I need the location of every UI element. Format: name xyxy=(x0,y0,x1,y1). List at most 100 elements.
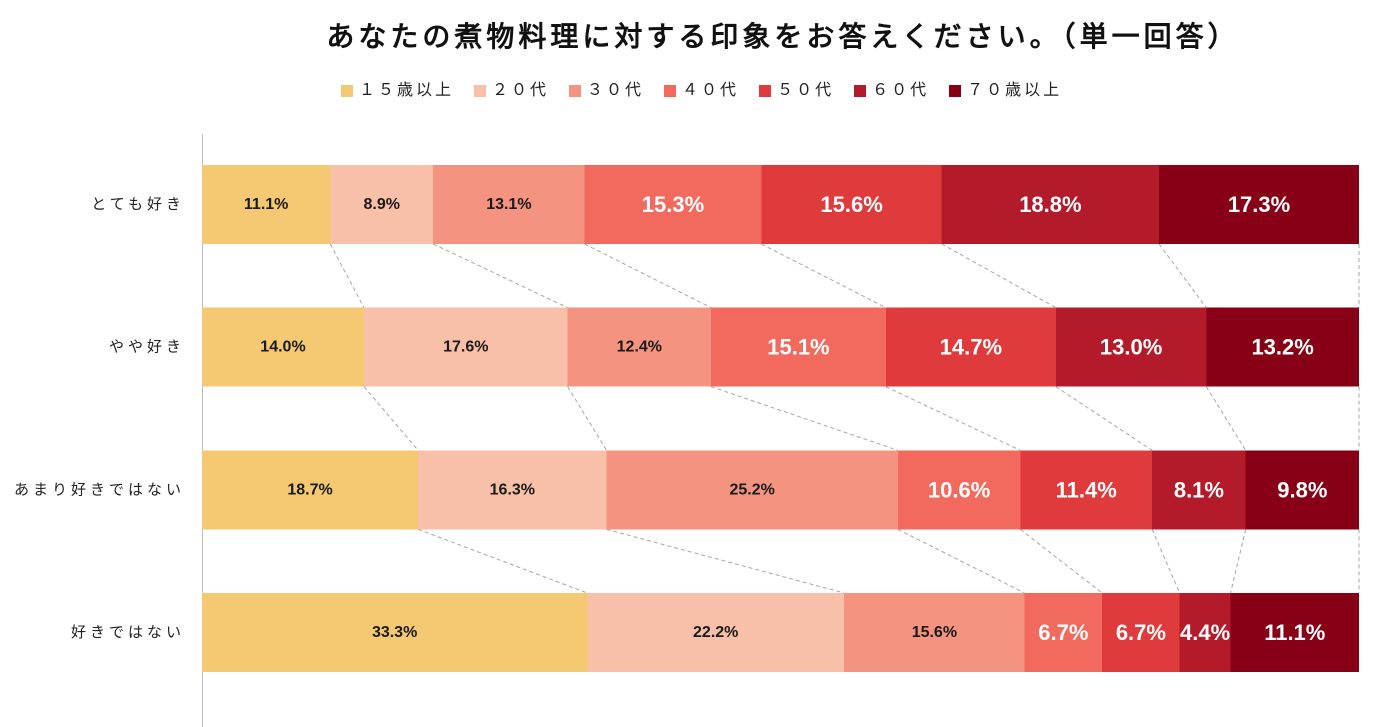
data-label: 14.7% xyxy=(940,335,1002,360)
bar-segment-3-6 xyxy=(1152,450,1246,530)
data-label: 13.0% xyxy=(1100,335,1162,360)
bar-segment-4-6 xyxy=(1179,593,1231,673)
bar-segment-4-4 xyxy=(1024,593,1103,673)
legend-swatch xyxy=(759,85,772,97)
series-line xyxy=(584,243,712,309)
legend-label: ７０歳以上 xyxy=(967,82,1063,99)
data-label: 14.0% xyxy=(260,339,305,356)
bar-segment-1-7 xyxy=(1159,165,1359,244)
legend-label: ３０代 xyxy=(587,82,645,99)
series-line xyxy=(710,386,898,451)
data-label: 18.8% xyxy=(1019,192,1081,217)
data-label: 11.4% xyxy=(1056,477,1117,502)
data-label: 18.7% xyxy=(287,481,332,498)
legend-item-3: ３０代 xyxy=(569,82,644,100)
legend-item-5: ５０代 xyxy=(759,82,834,100)
bar-segment-2-2 xyxy=(363,307,568,387)
data-label: 8.1% xyxy=(1174,477,1224,502)
bar-segment-2-7 xyxy=(1206,307,1359,387)
data-label: 12.4% xyxy=(617,339,662,356)
series-line xyxy=(1205,386,1247,451)
series-line xyxy=(432,243,568,309)
series-line xyxy=(941,243,1057,309)
data-label: 6.7% xyxy=(1038,620,1088,645)
legend-swatch xyxy=(949,85,962,97)
data-label: 13.2% xyxy=(1251,335,1313,360)
category-label: あまり好きではない xyxy=(14,481,185,498)
legend-item-4: ４０代 xyxy=(664,82,739,100)
data-label: 4.4% xyxy=(1180,620,1230,645)
data-label: 33.3% xyxy=(372,624,417,641)
bar-segment-2-1 xyxy=(202,307,364,387)
series-line xyxy=(1151,529,1181,594)
legend-item-6: ６０代 xyxy=(854,82,929,100)
bar-segment-3-1 xyxy=(202,450,419,530)
series-line xyxy=(1020,528,1103,594)
bar-segment-4-1 xyxy=(202,593,588,673)
data-label: 15.6% xyxy=(820,192,882,217)
bar-segment-3-5 xyxy=(1020,450,1153,530)
data-label: 15.6% xyxy=(912,624,957,641)
legend-item-1: １５歳以上 xyxy=(341,82,454,100)
category-label: 好きではない xyxy=(71,624,185,641)
category-label: とても好き xyxy=(91,196,185,213)
series-line xyxy=(363,386,419,451)
series-line xyxy=(897,528,1025,594)
legend-swatch xyxy=(474,85,487,97)
legend-swatch xyxy=(664,85,677,97)
data-label: 15.1% xyxy=(767,335,829,360)
series-line xyxy=(885,386,1021,451)
category-label: やや好き xyxy=(109,339,185,356)
legend-label: ２０代 xyxy=(492,82,550,99)
legend-label: ６０代 xyxy=(872,82,930,99)
series-line xyxy=(1158,243,1207,308)
bar-segment-2-3 xyxy=(567,307,712,387)
bar-segment-3-4 xyxy=(897,450,1021,530)
series-line xyxy=(329,243,365,308)
series-line xyxy=(417,528,588,594)
series-lines xyxy=(329,243,1360,594)
data-label: 9.8% xyxy=(1277,477,1327,502)
bar-segment-1-4 xyxy=(584,165,762,244)
data-label: 6.7% xyxy=(1116,620,1166,645)
legend-item-2: ２０代 xyxy=(474,82,549,100)
legend-swatch xyxy=(569,85,582,97)
bars xyxy=(202,165,1359,673)
series-line xyxy=(1230,529,1247,594)
legend-label: ５０代 xyxy=(777,82,835,99)
bar-segment-2-5 xyxy=(885,307,1056,387)
bar-segment-2-4 xyxy=(711,307,886,387)
legend-swatch xyxy=(341,85,353,97)
bar-segment-1-2 xyxy=(330,165,434,244)
legend: １５歳以上 ２０代 ３０代 ４０代 ５０代 ６０代 ７０歳以上 xyxy=(341,82,1062,100)
bar-segment-4-5 xyxy=(1102,593,1180,673)
bar-segment-1-6 xyxy=(941,165,1160,244)
data-label: 16.3% xyxy=(490,481,535,498)
data-label: 11.1% xyxy=(244,196,288,213)
legend-swatch xyxy=(854,85,867,97)
data-label: 22.2% xyxy=(693,624,738,641)
bar-segment-1-3 xyxy=(433,165,585,244)
data-label: 15.3% xyxy=(642,192,704,217)
bar-segment-2-6 xyxy=(1055,307,1207,387)
bar-segment-4-7 xyxy=(1230,593,1359,673)
data-label: 11.1% xyxy=(1264,620,1325,645)
labels: とても好き 11.1% 8.9% 13.1% 15.3% 15.6% 18.8% 17.3% や… xyxy=(14,192,1327,645)
bar-segment-4-3 xyxy=(844,593,1025,673)
bar-segment-3-3 xyxy=(606,450,898,530)
data-label: 25.2% xyxy=(729,481,774,498)
legend-label: １５歳以上 xyxy=(359,82,455,99)
series-line xyxy=(1055,386,1153,451)
data-label: 13.1% xyxy=(486,196,531,213)
data-label: 17.3% xyxy=(1228,192,1290,217)
series-line xyxy=(567,386,607,451)
bar-segment-4-2 xyxy=(587,593,845,673)
bar-segment-3-2 xyxy=(418,450,607,530)
data-label: 8.9% xyxy=(363,196,399,213)
legend-label: ４０代 xyxy=(682,82,740,99)
bar-segment-1-5 xyxy=(761,165,942,244)
data-label: 10.6% xyxy=(928,477,990,502)
chart-title: あなたの煮物料理に対する印象をお答えください。（単一回答） xyxy=(326,21,1240,52)
legend-item-7: ７０歳以上 xyxy=(949,82,1062,100)
